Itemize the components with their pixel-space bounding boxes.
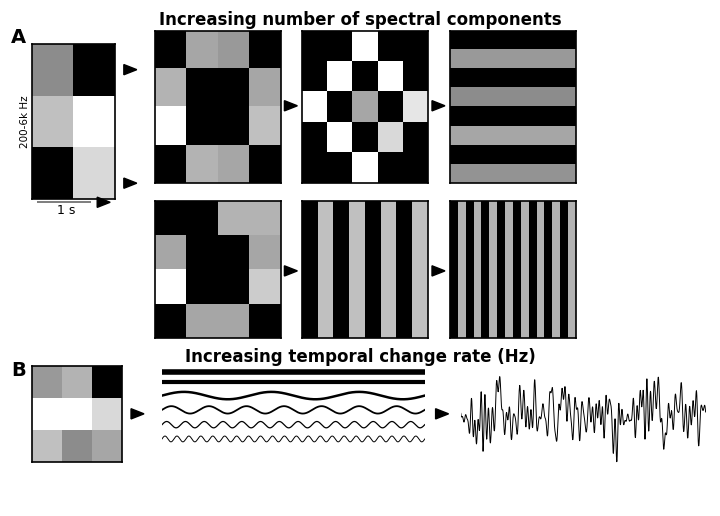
Text: Increasing number of spectral components: Increasing number of spectral components	[158, 11, 562, 29]
Text: B: B	[11, 361, 25, 380]
Text: 1 s: 1 s	[57, 204, 76, 217]
Text: A: A	[11, 28, 26, 47]
Text: Increasing temporal change rate (Hz): Increasing temporal change rate (Hz)	[184, 348, 536, 366]
Y-axis label: 200-6k Hz: 200-6k Hz	[19, 95, 30, 148]
